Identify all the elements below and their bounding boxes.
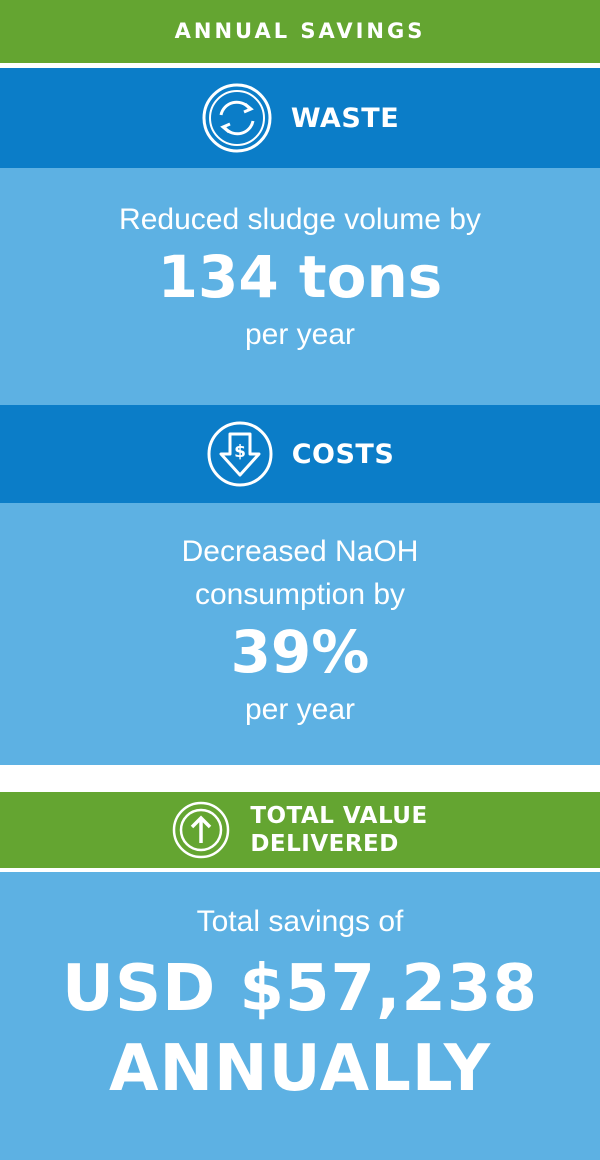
lead-text: Total savings of [196, 905, 404, 938]
lead-text: consumption by [194, 578, 406, 611]
section-body: Reduced sludge volume by 134 tons per ye… [0, 168, 600, 405]
figure: 134 tons [157, 243, 443, 311]
section-header: WASTE [0, 68, 600, 168]
cost-down-icon: $ [207, 421, 273, 487]
total-figure: ANNUALLY [108, 1032, 492, 1106]
total-figure: USD $57,238 [62, 952, 538, 1026]
section-title: COSTS [291, 438, 395, 470]
arrow-up-icon [173, 801, 230, 859]
header-title: ANNUAL SAVINGS [174, 19, 426, 43]
section-header: $ COSTS [0, 405, 600, 503]
header-band: ANNUAL SAVINGS [0, 0, 600, 63]
total-title: DELIVERED [250, 831, 399, 857]
lead-text: Decreased NaOH [181, 535, 419, 568]
section-title: WASTE [290, 102, 400, 134]
recycle-icon [202, 83, 272, 153]
total-body: Total savings of USD $57,238 ANNUALLY [0, 872, 600, 1160]
total-header: TOTAL VALUE DELIVERED [0, 792, 600, 868]
tail-text: per year [244, 693, 356, 726]
figure: 39% [230, 618, 370, 686]
tail-text: per year [244, 318, 356, 351]
svg-text:$: $ [234, 442, 246, 462]
total-title: TOTAL VALUE [250, 803, 428, 829]
section-body: Decreased NaOH consumption by 39% per ye… [0, 503, 600, 765]
lead-text: Reduced sludge volume by [119, 203, 481, 236]
